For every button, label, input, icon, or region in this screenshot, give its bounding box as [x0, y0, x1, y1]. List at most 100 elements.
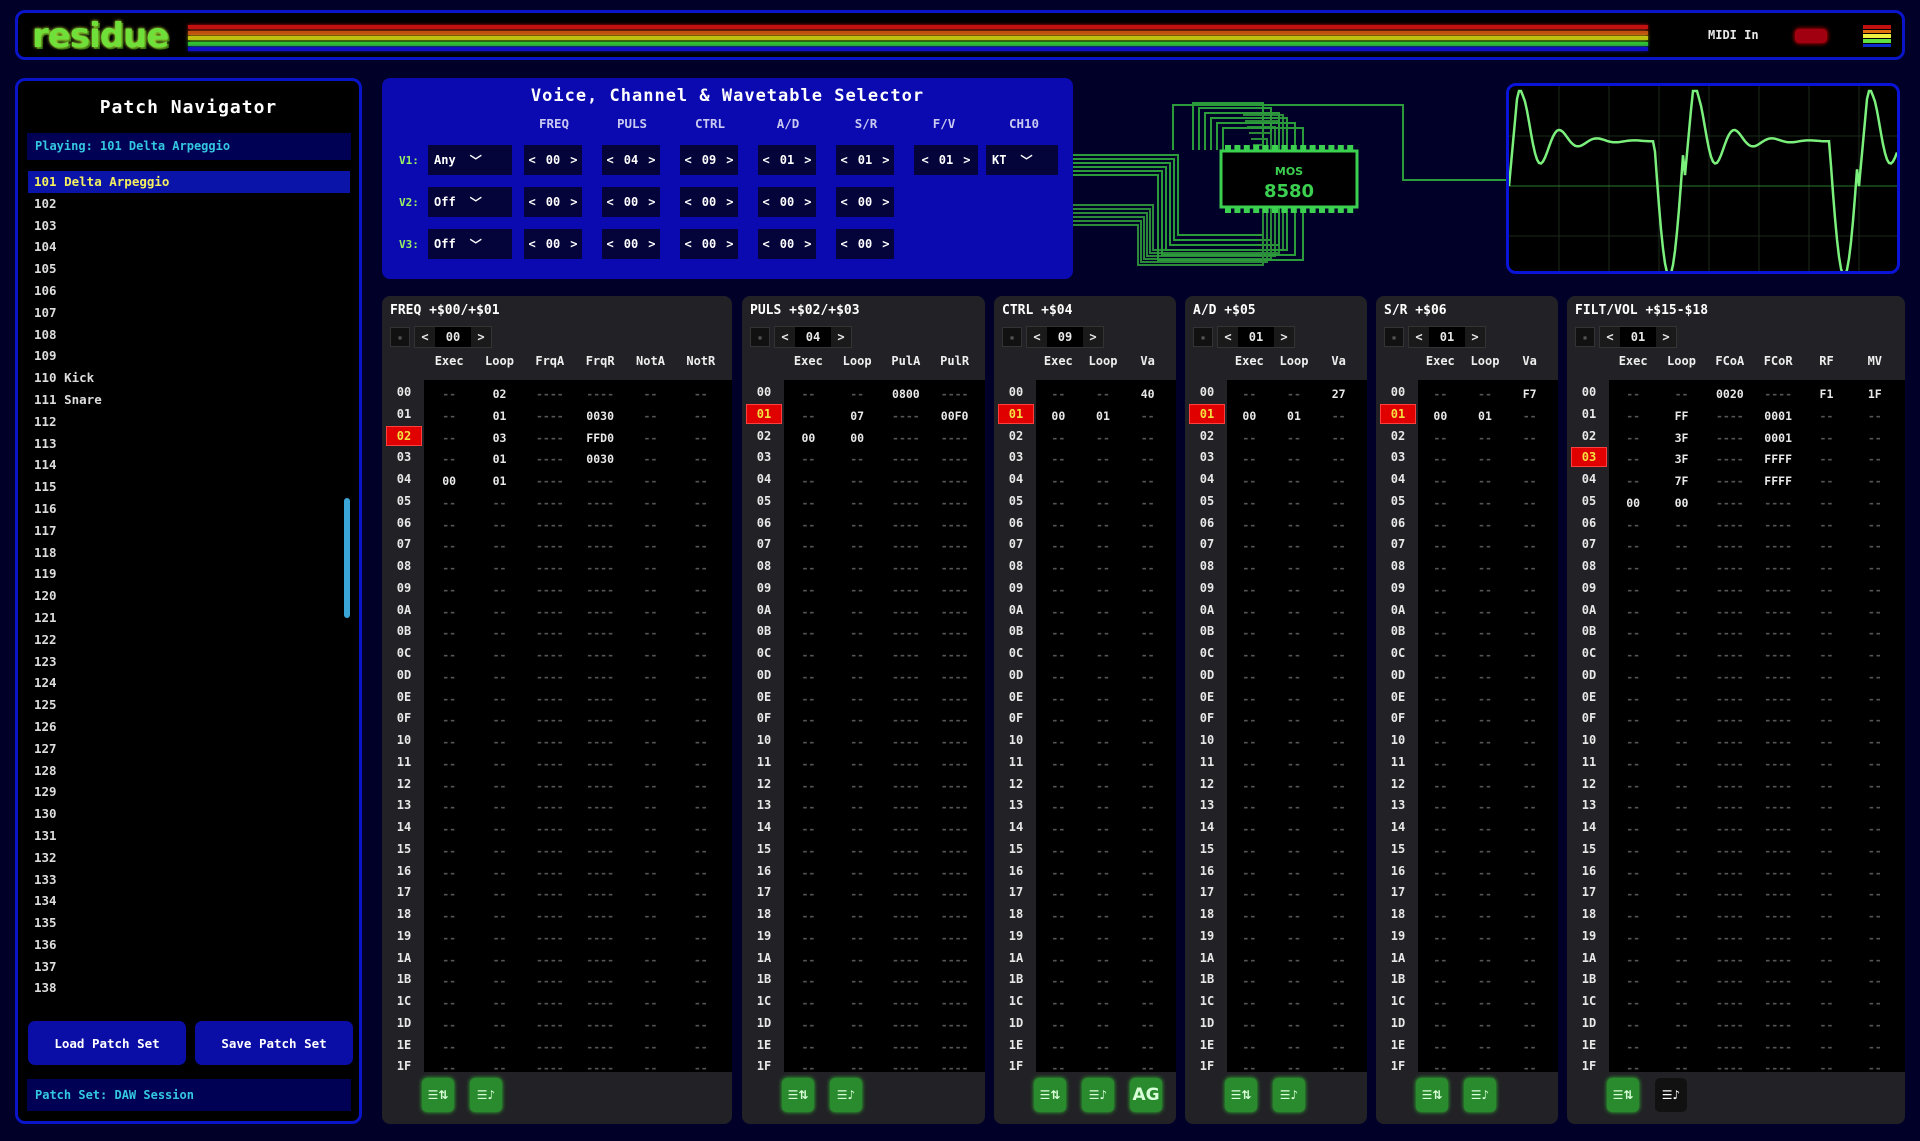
row-index[interactable]: 03 — [1008, 450, 1024, 465]
table-cell[interactable]: ---- — [586, 604, 614, 619]
table-row[interactable]: -- -- ---- ---- — [784, 993, 979, 1013]
table-cell[interactable]: -- — [1522, 452, 1537, 467]
table-cell[interactable]: -- — [1626, 843, 1641, 858]
row-index[interactable]: 13 — [1390, 798, 1406, 813]
table-cell[interactable]: -- — [1626, 582, 1641, 597]
table-cell[interactable]: -- — [1096, 669, 1110, 684]
row-index[interactable]: 0A — [396, 602, 412, 617]
row-index[interactable]: 07 — [756, 537, 772, 552]
table-row[interactable]: -- -- ---- ---- -- -- — [424, 689, 726, 709]
table-row[interactable]: -- -- -- — [1036, 471, 1170, 491]
table-cell[interactable]: -- — [1096, 800, 1110, 815]
chevron-right-icon[interactable]: > — [882, 237, 890, 251]
table-cell[interactable]: 0001 — [1764, 430, 1792, 445]
table-cell[interactable]: -- — [1478, 1061, 1492, 1076]
table-cell[interactable]: -- — [643, 822, 658, 836]
table-cell[interactable]: ---- — [892, 930, 920, 945]
table-cell[interactable]: -- — [442, 648, 457, 662]
table-cell[interactable]: -- — [1140, 713, 1155, 728]
table-cell[interactable]: -- — [442, 887, 457, 902]
row-index[interactable]: 12 — [1199, 776, 1215, 791]
table-cell[interactable]: FFFF — [1764, 474, 1792, 488]
table-cell[interactable]: -- — [1626, 561, 1641, 575]
table-row[interactable]: -- -- ---- ---- -- -- — [1609, 819, 1899, 839]
table-cell[interactable]: -- — [693, 691, 708, 706]
table-cell[interactable]: -- — [1140, 756, 1155, 771]
table-row[interactable]: -- -- ---- ---- -- -- — [424, 710, 726, 730]
table-cell[interactable]: -- — [643, 974, 658, 989]
row-index[interactable]: 08 — [1199, 559, 1215, 573]
table-cell[interactable]: -- — [1522, 909, 1537, 923]
table-cell[interactable]: -- — [1433, 452, 1448, 467]
table-cell[interactable]: ---- — [940, 822, 969, 836]
table-cell[interactable]: -- — [1522, 713, 1537, 728]
table-cell[interactable]: -- — [492, 669, 507, 684]
table-cell[interactable]: ---- — [892, 539, 920, 554]
table-cell[interactable]: -- — [1140, 626, 1155, 641]
table-cell[interactable]: ---- — [586, 952, 614, 967]
table-cell[interactable]: 01 — [492, 474, 507, 488]
lock-icon[interactable]: ▪ — [390, 327, 410, 347]
table-cell[interactable]: -- — [1867, 930, 1882, 945]
table-cell[interactable]: ---- — [1764, 778, 1792, 793]
table-row[interactable]: -- -- ---- ---- -- -- — [424, 1037, 726, 1057]
table-cell[interactable]: -- — [1433, 930, 1448, 945]
row-index[interactable]: 02 — [1199, 428, 1215, 443]
chevron-left-icon[interactable]: < — [528, 195, 536, 209]
wavetable-stepper[interactable]: <00 > — [680, 229, 738, 259]
table-row[interactable]: -- -- ---- ---- -- -- — [424, 1015, 726, 1035]
table-cell[interactable]: -- — [1819, 843, 1834, 858]
table-row[interactable]: -- -- ---- ---- -- -- — [1609, 884, 1899, 904]
chevron-right-icon[interactable]: > — [726, 237, 734, 251]
table-cell[interactable]: -- — [1096, 387, 1110, 401]
table-row[interactable]: -- -- -- — [1418, 950, 1552, 970]
table-cell[interactable]: -- — [442, 756, 457, 771]
table-cell[interactable]: -- — [643, 1017, 658, 1032]
table-cell[interactable]: ---- — [535, 887, 564, 902]
table-cell[interactable]: -- — [1522, 930, 1537, 945]
table-cell[interactable]: -- — [1331, 1039, 1346, 1054]
table-cell[interactable]: -- — [1433, 887, 1448, 902]
table-row[interactable]: 00 01 -- — [1418, 406, 1552, 426]
table-cell[interactable]: -- — [693, 408, 708, 423]
table-cell[interactable]: -- — [1287, 495, 1301, 510]
table-cell[interactable]: -- — [693, 843, 708, 858]
table-cell[interactable]: 00 — [1242, 408, 1257, 423]
table-cell[interactable]: -- — [1867, 1017, 1882, 1032]
table-cell[interactable]: -- — [801, 474, 816, 488]
table-cell[interactable]: -- — [1867, 539, 1882, 554]
patch-item[interactable]: 106 — [34, 282, 57, 298]
table-cell[interactable]: ---- — [535, 778, 564, 793]
row-index[interactable]: 0E — [756, 689, 772, 704]
table-cell[interactable]: F1 — [1819, 387, 1834, 401]
row-index[interactable]: 1B — [1008, 972, 1024, 987]
table-cell[interactable]: ---- — [1715, 843, 1744, 858]
table-row[interactable]: -- -- -- — [1418, 841, 1552, 861]
table-cell[interactable]: -- — [1331, 430, 1346, 445]
table-cell[interactable]: -- — [1819, 669, 1834, 684]
table-cell[interactable]: -- — [1478, 887, 1492, 902]
table-cell[interactable]: -- — [1242, 909, 1257, 923]
table-cell[interactable]: ---- — [940, 495, 969, 510]
table-cell[interactable]: -- — [801, 561, 816, 575]
table-cell[interactable]: -- — [1433, 822, 1448, 836]
chevron-right-icon[interactable]: > — [471, 327, 491, 347]
row-index[interactable]: 14 — [1199, 820, 1215, 834]
table-cell[interactable]: -- — [1096, 452, 1110, 467]
table-cell[interactable]: -- — [643, 408, 658, 423]
table-cell[interactable]: -- — [442, 561, 457, 575]
wavetable-stepper[interactable]: <00 > — [602, 229, 660, 259]
row-index[interactable]: 12 — [1581, 776, 1597, 791]
table-cell[interactable]: -- — [492, 1017, 507, 1032]
chevron-left-icon[interactable]: < — [528, 237, 536, 251]
row-index[interactable]: 0E — [396, 689, 412, 704]
table-row[interactable]: -- -- -- — [1036, 623, 1170, 643]
table-row[interactable]: -- -- -- — [1227, 558, 1361, 578]
table-cell[interactable]: -- — [801, 887, 816, 902]
table-cell[interactable]: -- — [801, 1039, 816, 1054]
table-cell[interactable]: FFD0 — [586, 430, 614, 445]
table-cell[interactable]: -- — [1478, 843, 1492, 858]
row-index[interactable]: 16 — [1581, 863, 1597, 878]
table-cell[interactable]: 27 — [1331, 387, 1346, 401]
table-row[interactable]: -- 07 ---- 00F0 — [784, 406, 979, 426]
